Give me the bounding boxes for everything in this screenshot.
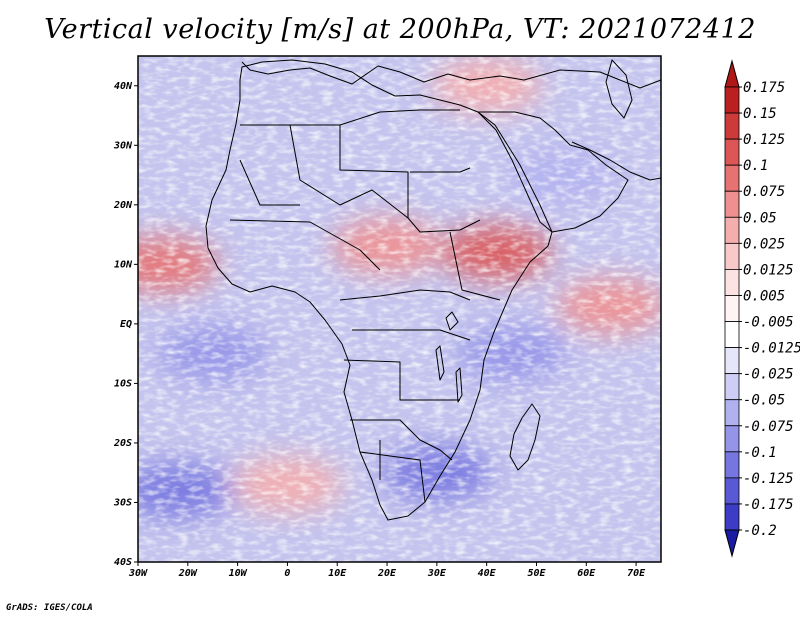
footer-credit: GrADS: IGES/COLA [6,603,93,613]
colorbar-swatch [724,86,740,114]
colorbar-swatch [724,399,740,427]
arabian-peninsula-coastline [477,111,629,233]
colorbar-label: 0.175 [743,80,785,96]
country-borders-north [229,109,501,301]
colorbar-swatch [724,373,740,401]
colorbar-swatch [724,321,740,348]
lon-tick-label: 10E [328,568,347,579]
persian-gulf-coastline [571,141,661,181]
colorbar-label: 0.125 [743,132,785,148]
lon-tick-label: 40E [478,568,497,579]
coastlines-borders [205,59,661,521]
lon-tick-label: 10W [229,568,248,579]
colorbar-label: 0.075 [743,184,785,200]
colorbar-label: 0.005 [743,288,785,304]
colorbar-label: -0.2 [743,523,777,539]
colorbar-top-arrow [724,59,740,88]
plot-title: Vertical velocity [m/s] at 200hPa, VT: 2… [44,14,756,45]
lat-tick-label: 10N [114,259,133,270]
colorbar-label: -0.075 [743,419,794,435]
colorbar-swatch [724,451,740,479]
lat-tick-label: 30S [113,497,132,508]
colorbar-label: 0.15 [743,106,777,122]
lat-tick-label: 10S [114,378,132,389]
colorbar-swatch [724,425,740,453]
colorbar-swatch [724,112,740,140]
country-borders-central [339,289,471,503]
colorbar: 0.175 0.15 0.125 0.1 0.075 0.05 0.025 0.0125 0.0… [724,59,800,558]
field-layer [138,56,661,562]
latitude-axis: 40N 30N 20N 10N EQ 10S 20S 30S 40S [113,81,138,568]
lat-tick-label: 20S [113,438,132,449]
caspian-coastline [605,59,633,119]
plot-frame [137,55,662,563]
lon-tick-label: 30E [427,568,447,579]
colorbar-swatch [724,269,740,296]
longitude-axis: 30W 20W 10W 0 10E 20E 30E 40E 50E 60E 70E [128,562,646,579]
colorbar-label: -0.175 [743,497,794,513]
colorbar-swatch [724,347,740,375]
colorbar-swatch [724,295,740,322]
colorbar-label: -0.1 [743,445,777,461]
colorbar-swatch [724,503,740,531]
great-lakes [435,311,463,403]
colorbar-label: 0.025 [743,236,785,252]
colorbar-label: -0.025 [743,367,794,383]
lat-tick-label: EQ [120,319,132,330]
europe-coastline [241,61,661,89]
lon-tick-label: 30W [128,568,148,579]
lat-tick-label: 40S [114,557,132,568]
colorbar-label: -0.05 [743,393,785,409]
colorbar-label: 0.05 [743,210,777,226]
lon-tick-label: 60E [577,568,596,579]
colorbar-label: 0.1 [743,158,768,174]
colorbar-swatch [724,216,740,244]
colorbar-swatch [724,138,740,166]
colorbar-label: -0.0125 [743,341,800,357]
lon-tick-label: 20W [178,568,198,579]
colorbar-swatch [724,164,740,192]
colorbar-swatch [724,190,740,218]
lon-tick-label: 50E [527,568,546,579]
colorbar-label: -0.005 [743,315,794,331]
field-speckle [138,56,661,562]
lon-tick-label: 0 [284,568,290,579]
colorbar-swatch [724,242,740,270]
lon-tick-label: 20E [377,568,397,579]
colorbar-label: -0.125 [743,471,794,487]
colorbar-bottom-arrow [724,529,740,558]
lat-tick-label: 40N [114,81,133,92]
colorbar-label: 0.0125 [743,262,794,278]
lat-tick-label: 30N [113,140,133,151]
lon-tick-label: 70E [627,568,646,579]
colorbar-swatch [724,477,740,505]
lat-tick-label: 20N [113,200,133,211]
madagascar-coastline [509,403,541,471]
